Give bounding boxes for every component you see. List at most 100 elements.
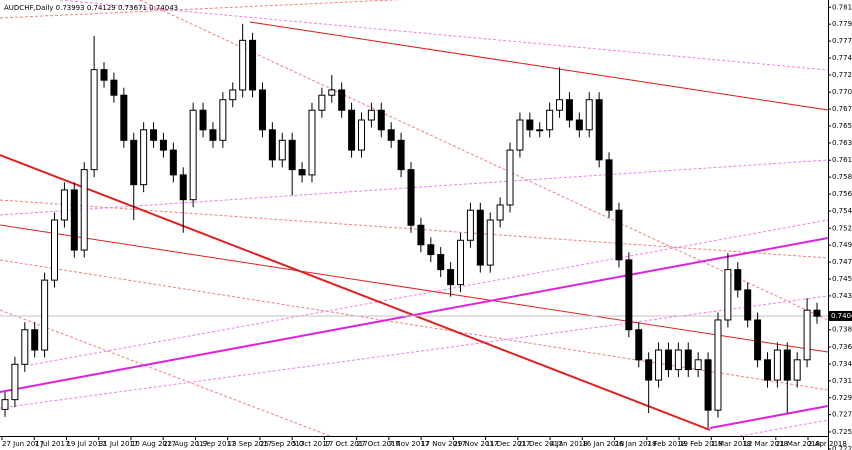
candle-body bbox=[645, 359, 653, 381]
candle-body bbox=[427, 244, 435, 256]
candle-body bbox=[288, 139, 296, 171]
candle-body bbox=[714, 319, 722, 411]
trend-line bbox=[0, 159, 829, 216]
candle-body bbox=[179, 174, 187, 201]
candle-body bbox=[21, 329, 29, 365]
candle-body bbox=[298, 169, 306, 176]
x-tick-label: 31 Jul 2017 bbox=[99, 440, 139, 448]
candle-body bbox=[595, 99, 603, 161]
candle-body bbox=[338, 89, 346, 111]
y-tick-label: 0.77020 bbox=[832, 88, 852, 96]
candle-body bbox=[783, 349, 791, 381]
candle-body bbox=[150, 129, 158, 141]
candle-body bbox=[754, 319, 762, 361]
x-tick-label: 25 Sep 2017 bbox=[260, 440, 304, 448]
candle-body bbox=[219, 99, 227, 141]
candle-body bbox=[615, 209, 623, 261]
x-tick-label: 1 Mar 2018 bbox=[711, 440, 751, 448]
candle-body bbox=[189, 109, 197, 201]
candle-body bbox=[664, 349, 672, 371]
candle-body bbox=[546, 109, 554, 131]
x-tick-label: 16 Jan 2018 bbox=[582, 440, 624, 448]
trend-line bbox=[0, 224, 829, 353]
candle-body bbox=[585, 99, 593, 131]
y-tick-label: 0.74310 bbox=[832, 292, 852, 300]
y-tick-label: 0.76795 bbox=[832, 105, 852, 113]
y-tick-label: 0.73630 bbox=[832, 343, 852, 351]
trend-line bbox=[0, 199, 829, 259]
candle-body bbox=[565, 99, 573, 121]
trend-lines bbox=[0, 0, 829, 437]
candle-body bbox=[496, 204, 504, 221]
candle-body bbox=[773, 349, 781, 381]
candle-body bbox=[437, 254, 445, 271]
candle-body bbox=[466, 209, 474, 241]
y-tick-label: 0.73860 bbox=[832, 326, 852, 334]
y-tick-label: 0.77475 bbox=[832, 54, 852, 62]
trend-line bbox=[709, 405, 829, 429]
trend-line bbox=[59, 0, 829, 71]
candle-body bbox=[486, 219, 494, 266]
x-tick-label: 7 Jul 2017 bbox=[34, 440, 69, 448]
y-tick-label: 0.78150 bbox=[832, 3, 852, 11]
candle-body bbox=[110, 79, 118, 96]
candle-body bbox=[694, 359, 702, 371]
candle-body bbox=[169, 149, 177, 176]
y-tick-label: 0.72955 bbox=[832, 394, 852, 402]
y-tick-label: 0.76570 bbox=[832, 122, 852, 130]
candle-body bbox=[249, 39, 257, 91]
candle-body bbox=[268, 129, 276, 161]
trend-line bbox=[0, 237, 829, 393]
candle-body bbox=[377, 109, 385, 131]
candle-body bbox=[11, 363, 19, 401]
candle-body bbox=[199, 109, 207, 131]
y-tick-label: 0.77925 bbox=[832, 20, 852, 28]
candle-body bbox=[734, 269, 742, 291]
candle-body bbox=[120, 94, 128, 141]
y-tick-label: 0.76115 bbox=[832, 156, 852, 164]
candle-body bbox=[60, 189, 68, 221]
x-tick-label: 17 Nov 2017 bbox=[421, 440, 466, 448]
x-tick-label: 21 Dec 2017 bbox=[518, 440, 563, 448]
candle-body bbox=[407, 169, 415, 226]
candle-body bbox=[209, 129, 217, 141]
candle-body bbox=[536, 129, 544, 132]
y-tick-label: 0.74760 bbox=[832, 258, 852, 266]
x-tick-label: 22 Aug 2017 bbox=[163, 440, 208, 448]
candle-body bbox=[357, 119, 365, 151]
candles bbox=[1, 23, 821, 429]
trend-line bbox=[249, 21, 829, 111]
x-tick-label: 2 Apr 2018 bbox=[808, 440, 847, 448]
y-tick-label: 0.75890 bbox=[832, 173, 852, 181]
candle-body bbox=[506, 149, 514, 206]
x-tick-label: 26 Jan 2018 bbox=[615, 440, 657, 448]
y-tick-label: 0.72275 bbox=[832, 445, 852, 450]
y-tick-label: 0.75440 bbox=[832, 207, 852, 215]
candle-body bbox=[387, 129, 395, 141]
candle-body bbox=[367, 109, 375, 121]
x-tick-label: 27 Oct 2017 bbox=[357, 440, 400, 448]
y-tick-label: 0.73180 bbox=[832, 377, 852, 385]
chart-title: AUDCHF,Daily 0.73993 0.74129 0.73671 0.7… bbox=[4, 4, 178, 12]
candle-body bbox=[348, 109, 356, 151]
candle-body bbox=[476, 209, 484, 266]
candle-body bbox=[239, 39, 247, 91]
x-tick-label: 29 Nov 2017 bbox=[453, 440, 498, 448]
x-tick-label: 21 Mar 2018 bbox=[776, 440, 820, 448]
candle-body bbox=[655, 349, 663, 381]
candle-body bbox=[328, 89, 336, 96]
candle-body bbox=[80, 169, 88, 251]
candle-body bbox=[744, 289, 752, 321]
candle-body bbox=[308, 109, 316, 176]
candle-body bbox=[140, 129, 148, 186]
candle-body bbox=[575, 119, 583, 131]
candle-body bbox=[684, 349, 692, 371]
candle-body bbox=[516, 119, 524, 151]
candle-body bbox=[447, 269, 455, 286]
x-tick-label: 19 Jul 2017 bbox=[66, 440, 106, 448]
candle-body bbox=[704, 359, 712, 411]
candle-body bbox=[417, 224, 425, 246]
y-tick-label: 0.73405 bbox=[832, 360, 852, 368]
y-tick-label: 0.72500 bbox=[832, 428, 852, 436]
